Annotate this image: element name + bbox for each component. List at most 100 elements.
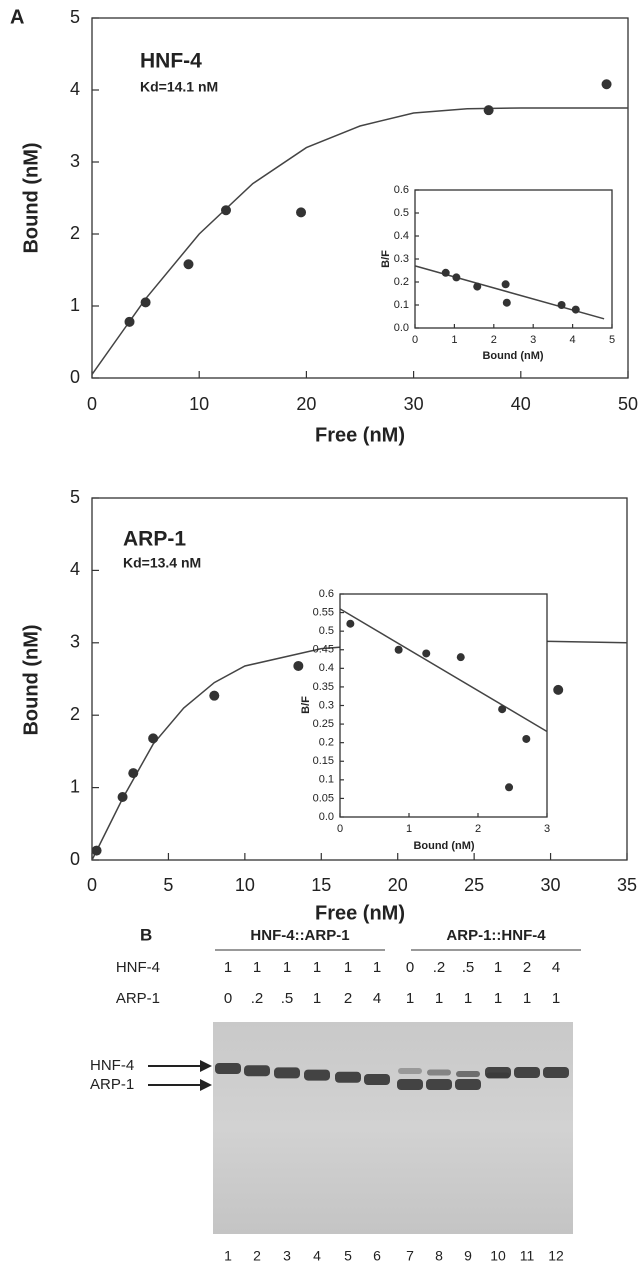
y-tick-label: 0 bbox=[70, 367, 80, 387]
row-value: 1 bbox=[253, 959, 261, 976]
y-tick-label: 5 bbox=[70, 487, 80, 507]
y-tick-label: 5 bbox=[70, 7, 80, 27]
y-tick-label: 3 bbox=[70, 632, 80, 652]
x-tick-label: 30 bbox=[541, 875, 561, 895]
data-point bbox=[124, 316, 135, 327]
row-value: 1 bbox=[464, 990, 472, 1007]
gel-band bbox=[274, 1067, 300, 1079]
row-label: HNF-4 bbox=[116, 959, 160, 976]
y-axis-label: B/F bbox=[380, 250, 392, 268]
lane-number: 10 bbox=[490, 1248, 506, 1264]
data-point bbox=[346, 619, 355, 628]
y-tick-label: 0.3 bbox=[319, 699, 334, 711]
data-point bbox=[422, 649, 431, 658]
lane-number: 5 bbox=[344, 1248, 352, 1264]
x-tick-label: 25 bbox=[464, 875, 484, 895]
y-tick-label: 0.2 bbox=[394, 276, 409, 288]
gel-band bbox=[456, 1071, 480, 1077]
row-value: 1 bbox=[283, 959, 291, 976]
plot-frame bbox=[91, 497, 628, 861]
y-tick-label: 1 bbox=[70, 776, 80, 796]
lane-number: 8 bbox=[435, 1248, 443, 1264]
gel-band bbox=[426, 1079, 452, 1090]
panel-label: B bbox=[140, 925, 152, 944]
lane-number: 2 bbox=[253, 1248, 261, 1264]
y-axis-label: B/F bbox=[300, 696, 312, 714]
gel-band bbox=[304, 1069, 330, 1081]
data-point bbox=[557, 301, 566, 309]
y-tick-label: 0.1 bbox=[394, 299, 409, 311]
data-point bbox=[483, 105, 494, 116]
band-arrowhead bbox=[200, 1079, 212, 1091]
row-value: 1 bbox=[406, 990, 414, 1007]
gel-band bbox=[514, 1067, 540, 1078]
gel-band bbox=[486, 1072, 510, 1079]
y-tick-label: 0.0 bbox=[394, 322, 409, 334]
row-value: 4 bbox=[373, 990, 381, 1007]
x-tick-label: 0 bbox=[87, 394, 97, 414]
lane-number: 9 bbox=[464, 1248, 472, 1264]
x-tick-label: 4 bbox=[570, 334, 576, 346]
annotation: Kd=13.4 nM bbox=[123, 555, 201, 571]
row-value: 1 bbox=[494, 990, 502, 1007]
x-tick-label: 0 bbox=[87, 875, 97, 895]
data-point bbox=[498, 705, 507, 714]
row-value: 1 bbox=[313, 959, 321, 976]
row-value: 1 bbox=[313, 990, 321, 1007]
data-point bbox=[128, 768, 139, 779]
y-axis-label: Bound (nM) bbox=[20, 624, 42, 735]
row-value: 4 bbox=[552, 959, 560, 976]
gel-band bbox=[335, 1071, 361, 1083]
y-tick-label: 0.25 bbox=[313, 718, 334, 730]
y-tick-label: 0.35 bbox=[313, 681, 334, 693]
data-point bbox=[502, 298, 511, 307]
y-tick-label: 2 bbox=[70, 223, 80, 243]
data-point bbox=[522, 734, 531, 743]
x-axis-label: Bound (nM) bbox=[482, 350, 543, 362]
x-tick-label: 10 bbox=[235, 875, 255, 895]
x-tick-label: 35 bbox=[617, 875, 637, 895]
data-point bbox=[209, 690, 220, 701]
row-value: 1 bbox=[344, 959, 352, 976]
y-tick-label: 0.6 bbox=[319, 588, 334, 600]
data-point bbox=[501, 280, 510, 289]
data-point bbox=[553, 684, 564, 695]
x-tick-label: 0 bbox=[412, 334, 418, 346]
row-value: 2 bbox=[523, 959, 531, 976]
x-tick-label: 10 bbox=[189, 394, 209, 414]
band-label: HNF-4 bbox=[90, 1057, 134, 1074]
y-tick-label: 0.55 bbox=[313, 606, 334, 618]
y-tick-label: 0.2 bbox=[319, 737, 334, 749]
gel-band bbox=[397, 1079, 423, 1090]
row-value: 1 bbox=[435, 990, 443, 1007]
gel-band bbox=[427, 1069, 451, 1076]
gel-band bbox=[215, 1063, 241, 1074]
x-tick-label: 20 bbox=[388, 875, 408, 895]
row-value: 0 bbox=[406, 959, 414, 976]
x-tick-label: 3 bbox=[544, 823, 550, 835]
data-point bbox=[296, 207, 307, 218]
data-point bbox=[505, 783, 514, 792]
row-value: 1 bbox=[224, 959, 232, 976]
x-tick-label: 3 bbox=[530, 334, 536, 346]
y-tick-label: 0.15 bbox=[313, 755, 334, 767]
gel-band bbox=[364, 1074, 390, 1085]
y-tick-label: 0.4 bbox=[319, 662, 334, 674]
data-point bbox=[473, 282, 482, 291]
data-point bbox=[571, 305, 580, 314]
y-tick-label: 0.45 bbox=[313, 644, 334, 656]
fit-line bbox=[339, 608, 548, 733]
data-point bbox=[221, 205, 231, 216]
gel-image bbox=[213, 1022, 573, 1234]
y-tick-label: 0 bbox=[70, 849, 80, 869]
data-point bbox=[601, 79, 612, 90]
lane-number: 11 bbox=[520, 1248, 535, 1264]
plot-frame bbox=[339, 593, 548, 818]
gel-band bbox=[398, 1068, 422, 1074]
x-tick-label: 0 bbox=[337, 823, 343, 835]
band-label: ARP-1 bbox=[90, 1076, 134, 1093]
x-tick-label: 30 bbox=[404, 394, 424, 414]
gel-band bbox=[455, 1079, 481, 1090]
